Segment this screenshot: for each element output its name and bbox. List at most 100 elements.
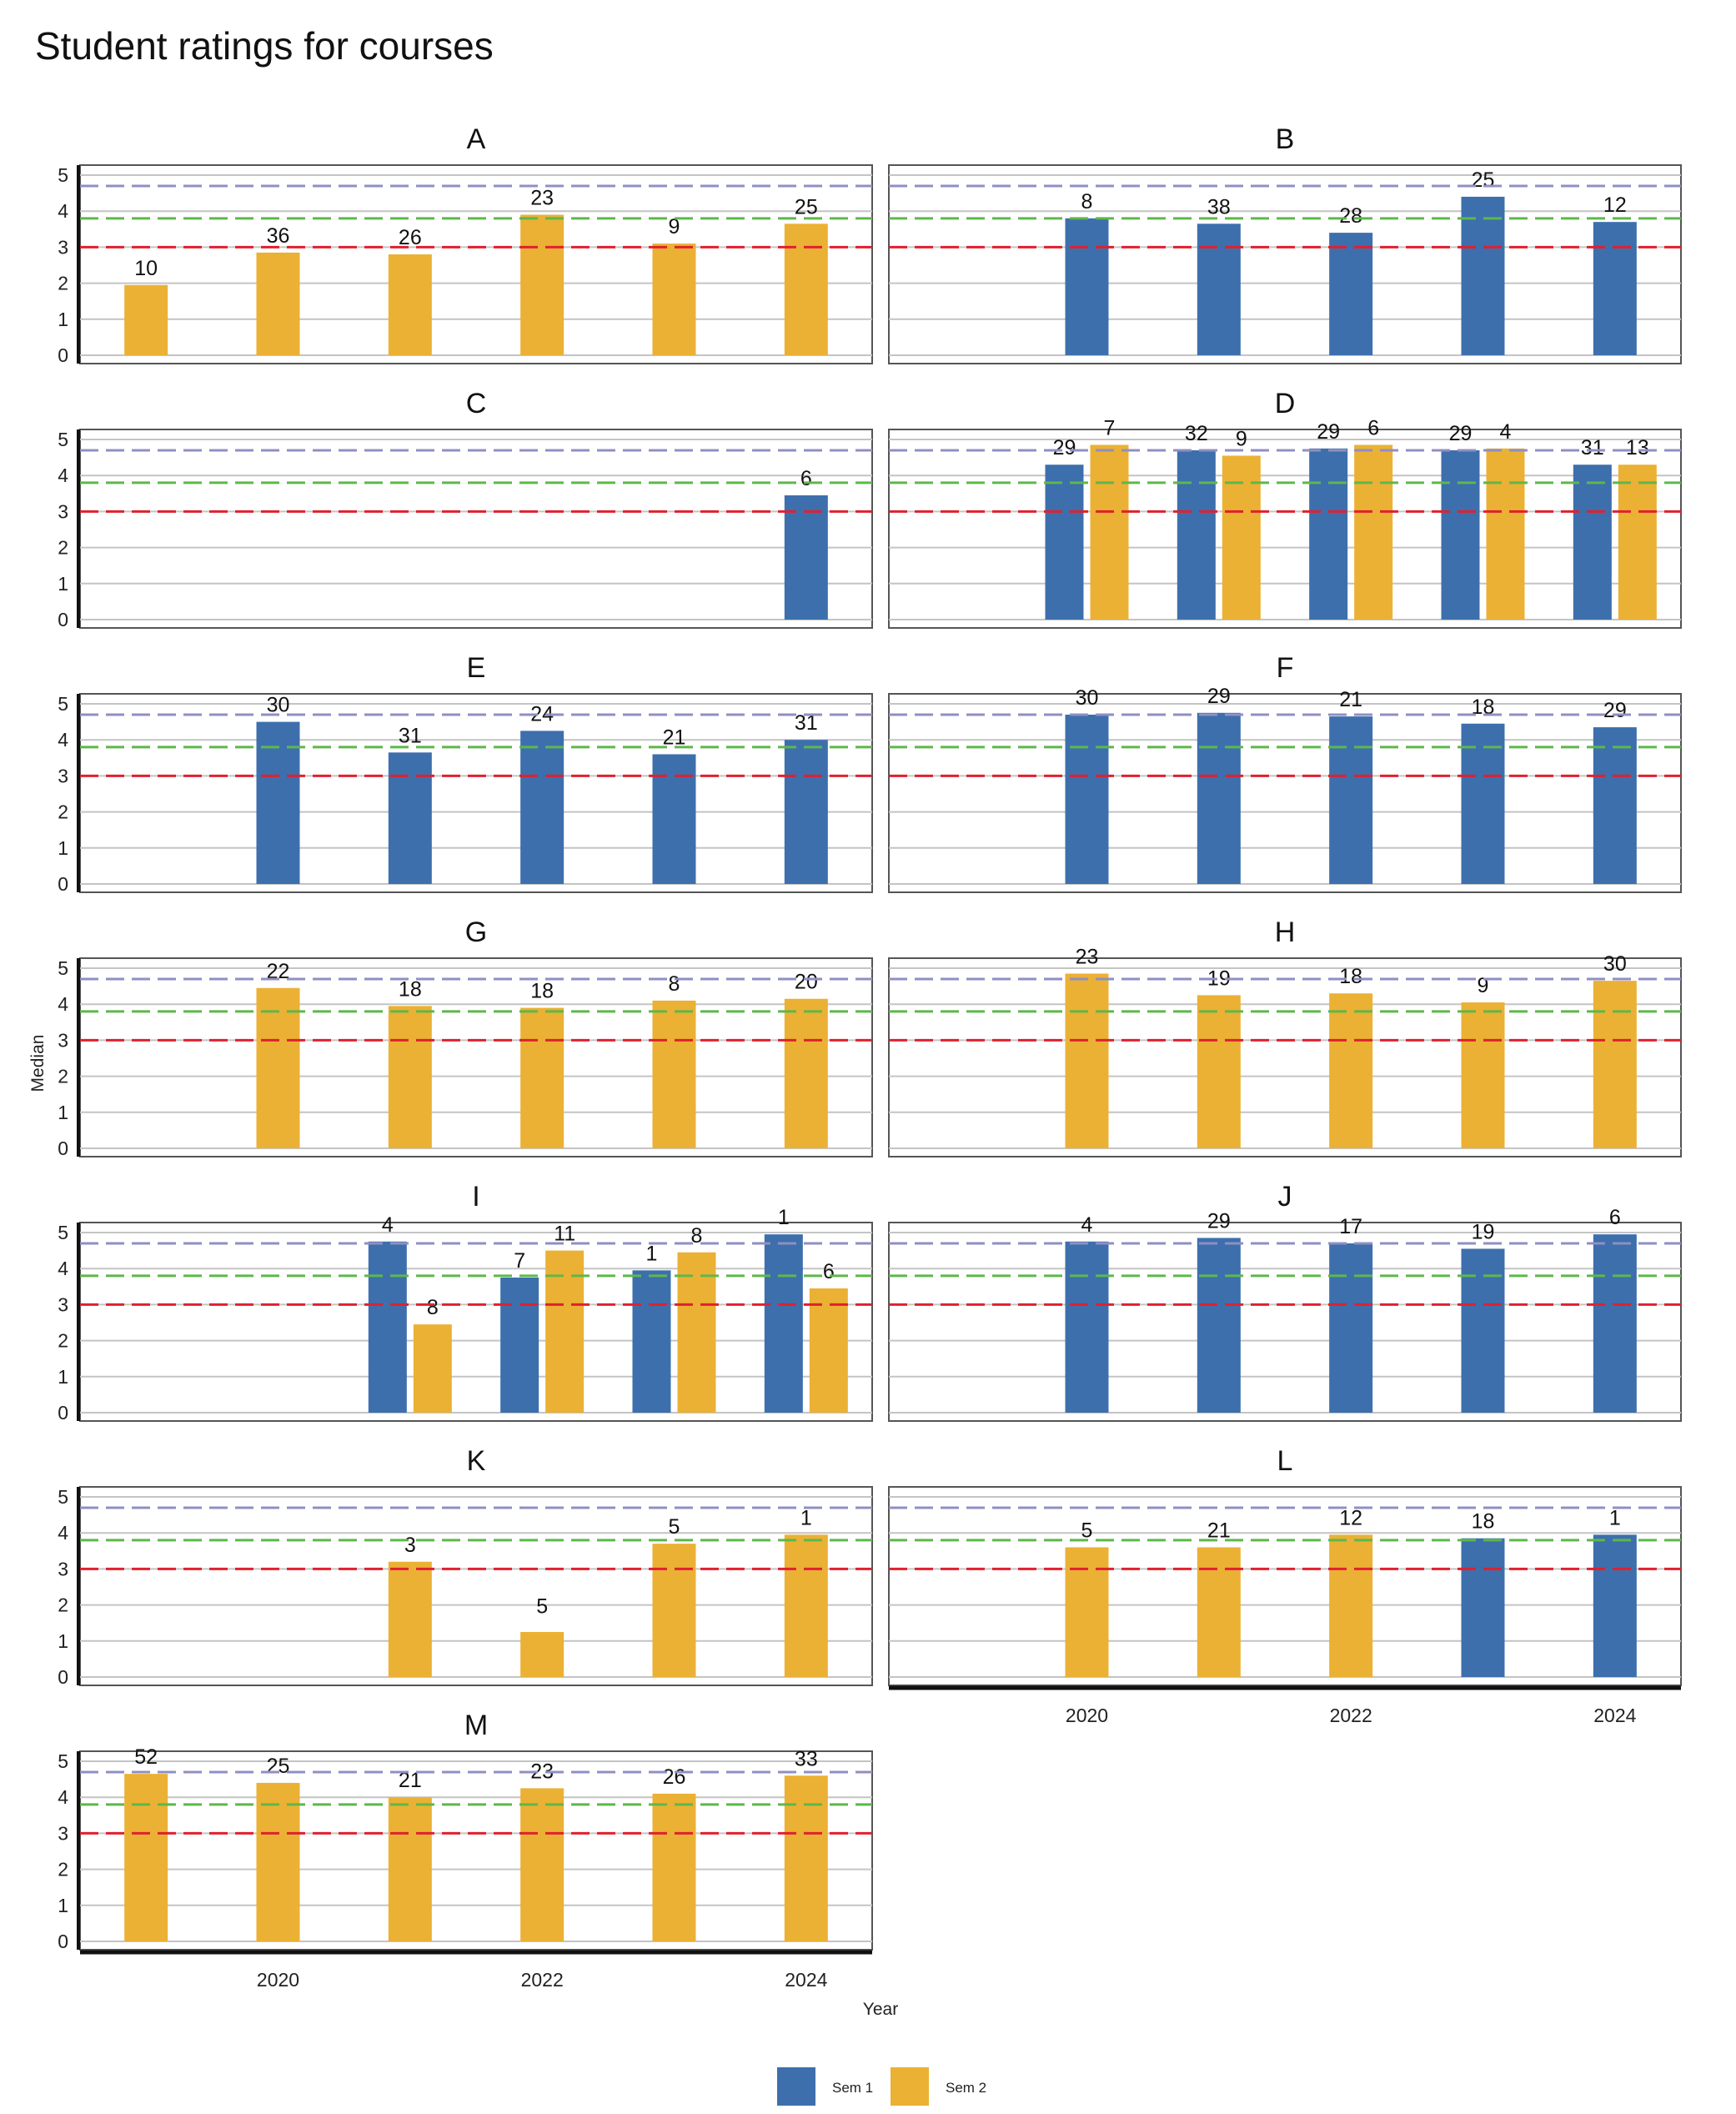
bar-g-2024-sem2 [784, 998, 828, 1148]
bar-label-j-2021-sem1: 29 [1207, 1209, 1231, 1233]
bar-m-2023-sem2 [652, 1793, 696, 1941]
bar-g-2022-sem2 [520, 1007, 564, 1148]
y-tick-label-k: 4 [58, 1522, 68, 1544]
bar-label-j-2024-sem1: 6 [1609, 1206, 1621, 1229]
bar-label-j-2020-sem1: 4 [1081, 1213, 1093, 1237]
y-tick-label-c: 2 [58, 537, 68, 559]
bar-label-d-2023-sem2: 4 [1500, 420, 1512, 444]
bar-label-e-2020-sem1: 30 [267, 694, 290, 717]
legend-swatch-2 [891, 2067, 929, 2106]
bar-j-2023-sem1 [1461, 1248, 1505, 1413]
bar-d-2021-sem1 [1177, 449, 1216, 620]
bar-label-g-2023-sem2: 8 [669, 972, 680, 996]
panel-frame-h [888, 957, 1682, 1157]
bar-k-2022-sem2 [520, 1632, 564, 1677]
y-tick-label-c: 1 [58, 573, 68, 595]
bar-label-g-2022-sem2: 18 [530, 980, 554, 1003]
y-tick-label-g: 5 [58, 957, 68, 979]
panel-title-g: G [465, 916, 487, 948]
bar-d-2021-sem2 [1222, 455, 1261, 620]
bar-label-i-2024-sem1: 1 [778, 1206, 790, 1229]
bar-label-d-2021-sem2: 9 [1236, 427, 1247, 450]
y-tick-label-a: 2 [58, 273, 68, 294]
bar-label-h-2022-sem2: 18 [1339, 965, 1362, 988]
panel-title-i: I [472, 1181, 479, 1213]
bar-label-k-2022-sem2: 5 [536, 1595, 548, 1619]
bar-m-2021-sem2 [388, 1797, 432, 1941]
bar-b-2020-sem1 [1065, 218, 1109, 355]
x-tick-label-l: 2020 [1066, 1705, 1108, 1726]
bar-label-j-2023-sem1: 19 [1472, 1220, 1495, 1243]
bar-l-2022-sem2 [1329, 1534, 1373, 1677]
panel-frame-a [79, 164, 873, 364]
bar-label-b-2021-sem1: 38 [1207, 195, 1231, 218]
panel-title-d: D [1275, 388, 1296, 419]
y-tick-label-i: 1 [58, 1366, 68, 1388]
y-tick-label-i: 0 [58, 1402, 68, 1424]
bar-f-2021-sem1 [1197, 712, 1241, 884]
bar-a-2024-sem2 [784, 223, 828, 355]
y-tick-label-c: 3 [58, 500, 68, 522]
bar-k-2023-sem2 [652, 1544, 696, 1677]
y-tick-label-k: 1 [58, 1630, 68, 1652]
x-tick-label-m: 2022 [521, 1969, 564, 1991]
panel-frame-f [888, 693, 1682, 893]
panel-title-m: M [464, 1710, 488, 1741]
bar-c-2024-sem1 [784, 495, 828, 620]
bar-label-d-2024-sem2: 13 [1626, 436, 1649, 459]
bar-label-i-2021-sem2: 8 [427, 1296, 439, 1319]
bar-d-2023-sem2 [1486, 448, 1525, 620]
panel-title-a: A [467, 123, 486, 155]
y-tick-label-e: 2 [58, 801, 68, 823]
panel-frame-g [79, 957, 873, 1157]
bar-label-a-2019-sem2: 10 [134, 257, 158, 280]
y-tick-label-m: 5 [58, 1750, 68, 1772]
legend-swatch-1 [777, 2067, 815, 2106]
bar-g-2023-sem2 [652, 1000, 696, 1148]
bar-i-2023-sem1 [632, 1270, 671, 1413]
y-tick-label-e: 5 [58, 693, 68, 715]
bar-l-2023-sem1 [1461, 1538, 1505, 1677]
bar-a-2021-sem2 [388, 254, 432, 355]
bar-label-i-2023-sem2: 8 [691, 1224, 703, 1248]
bar-i-2023-sem2 [677, 1252, 716, 1413]
bar-j-2022-sem1 [1329, 1243, 1373, 1413]
bar-label-k-2024-sem2: 1 [800, 1506, 812, 1529]
bar-label-m-2024-sem2: 33 [795, 1747, 818, 1770]
y-tick-label-i: 3 [58, 1293, 68, 1315]
bar-label-d-2022-sem1: 29 [1317, 420, 1340, 444]
bar-h-2024-sem2 [1593, 981, 1637, 1148]
bar-f-2022-sem1 [1329, 716, 1373, 884]
panel-title-h: H [1275, 916, 1296, 948]
bar-b-2021-sem1 [1197, 223, 1241, 355]
bar-i-2024-sem1 [764, 1234, 803, 1413]
bar-m-2022-sem2 [520, 1788, 564, 1941]
bar-label-b-2024-sem1: 12 [1603, 193, 1627, 217]
legend-label-2: Sem 2 [946, 2080, 986, 2096]
panel-frame-m [79, 1750, 873, 1951]
bar-label-b-2022-sem1: 28 [1339, 204, 1362, 228]
bar-h-2023-sem2 [1461, 1002, 1505, 1148]
bar-b-2022-sem1 [1329, 233, 1373, 355]
bar-label-l-2022-sem2: 12 [1339, 1506, 1362, 1529]
bar-label-a-2022-sem2: 23 [530, 187, 554, 210]
panel-title-c: C [466, 388, 487, 419]
y-tick-label-a: 5 [58, 164, 68, 186]
bar-h-2020-sem2 [1065, 973, 1109, 1148]
bar-label-a-2021-sem2: 26 [399, 226, 422, 249]
panel-title-k: K [467, 1445, 486, 1477]
bar-label-e-2021-sem1: 31 [399, 724, 422, 747]
bar-e-2020-sem1 [256, 721, 300, 884]
x-tick-label-m: 2020 [257, 1969, 299, 1991]
bar-i-2021-sem2 [413, 1324, 452, 1413]
bar-h-2022-sem2 [1329, 993, 1373, 1148]
bar-e-2023-sem1 [652, 754, 696, 884]
bar-j-2020-sem1 [1065, 1241, 1109, 1413]
bar-label-e-2023-sem1: 21 [663, 726, 686, 749]
bar-e-2022-sem1 [520, 731, 564, 884]
bar-f-2020-sem1 [1065, 714, 1109, 884]
bar-label-g-2024-sem2: 20 [795, 971, 818, 994]
bar-i-2022-sem2 [545, 1250, 585, 1413]
y-axis-title: Median [28, 1035, 48, 1092]
